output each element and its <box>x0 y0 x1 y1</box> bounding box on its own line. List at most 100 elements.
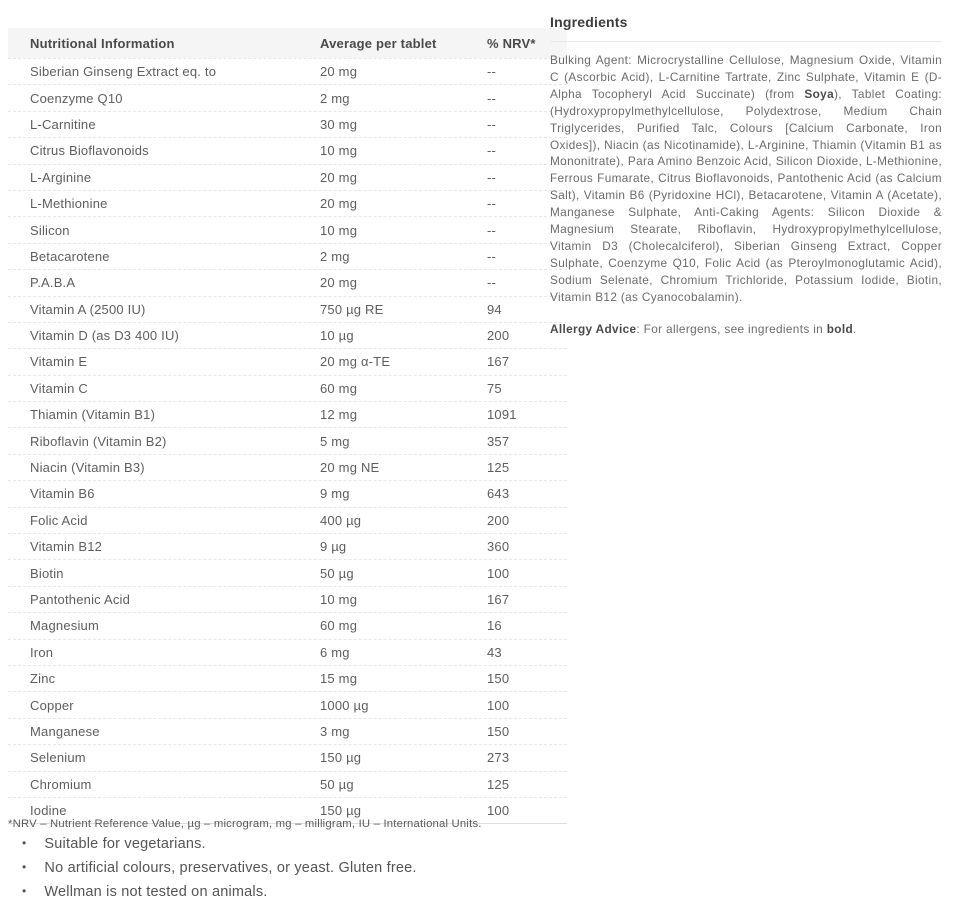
nutrient-amount: 10 mg <box>320 143 358 159</box>
table-row: Magnesium 60 mg 16 <box>8 612 567 638</box>
bullet-icon: • <box>22 836 27 850</box>
nutrient-name: Vitamin A (2500 IU) <box>30 301 146 317</box>
nutrient-amount: 2 mg <box>320 90 350 106</box>
list-item: • Suitable for vegetarians. <box>22 836 417 860</box>
table-row: L-Carnitine 30 mg -- <box>8 110 567 137</box>
nutrient-amount: 20 mg <box>320 275 358 291</box>
table-row: Selenium 150 µg 273 <box>8 744 567 770</box>
nutrient-name: Biotin <box>30 565 64 581</box>
ingredients-text-part: Bulking Agent: Microcrystalline Cellulos… <box>550 53 942 101</box>
nutrient-nrv: -- <box>487 222 497 238</box>
nutrient-amount: 2 mg <box>320 248 350 264</box>
table-row: Biotin 50 µg 100 <box>8 559 567 585</box>
nutrient-nrv: -- <box>487 196 497 212</box>
nutrient-name: Chromium <box>30 776 92 792</box>
table-row: Riboflavin (Vitamin B2) 5 mg 357 <box>8 427 567 453</box>
table-row: Siberian Ginseng Extract eq. to 20 mg -- <box>8 58 567 84</box>
nutrient-nrv: -- <box>487 275 497 291</box>
table-row: Betacarotene 2 mg -- <box>8 242 567 269</box>
nutrient-nrv: 43 <box>487 644 502 660</box>
table-row: Copper 1000 µg 100 <box>8 691 567 717</box>
ingredients-divider <box>550 41 942 42</box>
nutrient-amount: 750 µg RE <box>320 301 384 317</box>
table-row: L-Arginine 20 mg -- <box>8 163 567 190</box>
table-row: Manganese 3 mg 150 <box>8 717 567 744</box>
nutrient-amount: 50 µg <box>320 776 354 792</box>
table-row: Vitamin A (2500 IU) 750 µg RE 94 <box>8 295 567 322</box>
nutrient-name: L-Arginine <box>30 169 92 185</box>
nutrient-amount: 9 µg <box>320 539 347 555</box>
bullet-text: Wellman is not tested on animals. <box>44 884 268 900</box>
table-row: Vitamin E 20 mg α-TE 167 <box>8 348 567 374</box>
nutrient-name: Vitamin D (as D3 400 IU) <box>30 328 180 344</box>
ingredients-section: Ingredients Bulking Agent: Microcrystall… <box>550 14 942 338</box>
ingredients-heading: Ingredients <box>550 14 628 30</box>
nutrient-amount: 1000 µg <box>320 697 369 713</box>
nutrient-nrv: -- <box>487 248 497 264</box>
nutrient-nrv: 360 <box>487 539 510 555</box>
nutrient-amount: 10 µg <box>320 328 354 344</box>
nutrient-amount: 30 mg <box>320 116 358 132</box>
nutrient-name: P.A.B.A <box>30 275 76 291</box>
nutrient-amount: 20 mg α-TE <box>320 354 391 370</box>
nutrient-nrv: 1091 <box>487 407 517 423</box>
nutrient-name: Vitamin B6 <box>30 486 95 502</box>
nutrient-name: Manganese <box>30 723 100 739</box>
table-body: Siberian Ginseng Extract eq. to 20 mg --… <box>8 58 567 825</box>
nutrient-name: Siberian Ginseng Extract eq. to <box>30 64 217 80</box>
nutrient-nrv: 75 <box>487 380 502 396</box>
nutrient-nrv: 100 <box>487 697 510 713</box>
nutrient-amount: 10 mg <box>320 592 358 607</box>
bullet-icon: • <box>22 884 27 898</box>
nutrient-name: Iron <box>30 644 54 660</box>
nutrient-amount: 400 µg <box>320 512 362 528</box>
bullet-text: Suitable for vegetarians. <box>44 836 206 852</box>
table-header-row: Nutritional Information Average per tabl… <box>8 28 567 58</box>
nutrient-amount: 3 mg <box>320 723 350 739</box>
column-header-average-per-tablet: Average per tablet <box>320 35 437 51</box>
nutrient-name: Vitamin C <box>30 380 88 396</box>
ingredients-allergen-soya: Soya <box>804 86 834 101</box>
nutrient-nrv: -- <box>487 116 497 132</box>
nutrient-amount: 12 mg <box>320 407 358 423</box>
table-row: Iodine 150 µg 100 <box>8 796 567 823</box>
nutrient-amount: 150 µg <box>320 803 362 819</box>
list-item: • No artificial colours, preservatives, … <box>22 860 417 884</box>
list-item: • Wellman is not tested on animals. <box>22 884 417 908</box>
bullet-list: • Suitable for vegetarians. • No artific… <box>22 836 417 908</box>
ingredients-text-part: ), Tablet Coating: (Hydroxypropylmethylc… <box>550 86 942 304</box>
nutrient-amount: 10 mg <box>320 222 358 238</box>
nutrient-name: Thiamin (Vitamin B1) <box>30 407 156 423</box>
nutrient-name: Vitamin E <box>30 354 88 370</box>
nutrient-nrv: -- <box>487 90 497 106</box>
nutrient-name: L-Methionine <box>30 196 108 212</box>
table-row: Thiamin (Vitamin B1) 12 mg 1091 <box>8 401 567 427</box>
nutrient-amount: 5 mg <box>320 433 350 449</box>
ingredients-text: Bulking Agent: Microcrystalline Cellulos… <box>550 52 942 306</box>
table-row: L-Methionine 20 mg -- <box>8 189 567 216</box>
nutrient-amount: 150 µg <box>320 750 362 766</box>
nutrient-nrv: 200 <box>487 328 510 344</box>
nutrient-amount: 60 mg <box>320 380 358 396</box>
table-row: Coenzyme Q10 2 mg -- <box>8 84 567 110</box>
nutrient-nrv: 16 <box>487 618 502 634</box>
allergy-advice-bold-word: bold <box>826 321 854 336</box>
table-row: Folic Acid 400 µg 200 <box>8 506 567 533</box>
allergy-advice-text: . <box>853 321 857 336</box>
nutrient-name: Coenzyme Q10 <box>30 90 123 106</box>
table-row: Silicon 10 mg -- <box>8 216 567 242</box>
column-header-nrv: % NRV* <box>487 35 536 51</box>
table-row: Vitamin D (as D3 400 IU) 10 µg 200 <box>8 321 567 348</box>
nutrient-nrv: -- <box>487 64 497 80</box>
allergy-advice: Allergy Advice: For allergens, see ingre… <box>550 321 942 338</box>
nutrient-amount: 20 mg <box>320 64 358 80</box>
nutrient-amount: 15 mg <box>320 671 358 687</box>
nutrient-nrv: 200 <box>487 512 510 528</box>
nutrient-nrv: 125 <box>487 776 510 792</box>
nutrient-name: Folic Acid <box>30 512 88 528</box>
table-row: P.A.B.A 20 mg -- <box>8 269 567 295</box>
nutrient-name: Vitamin B12 <box>30 539 103 555</box>
table-row: Pantothenic Acid 10 mg 167 <box>8 585 567 612</box>
table-row: Niacin (Vitamin B3) 20 mg NE 125 <box>8 453 567 480</box>
nutrient-amount: 20 mg NE <box>320 460 380 476</box>
